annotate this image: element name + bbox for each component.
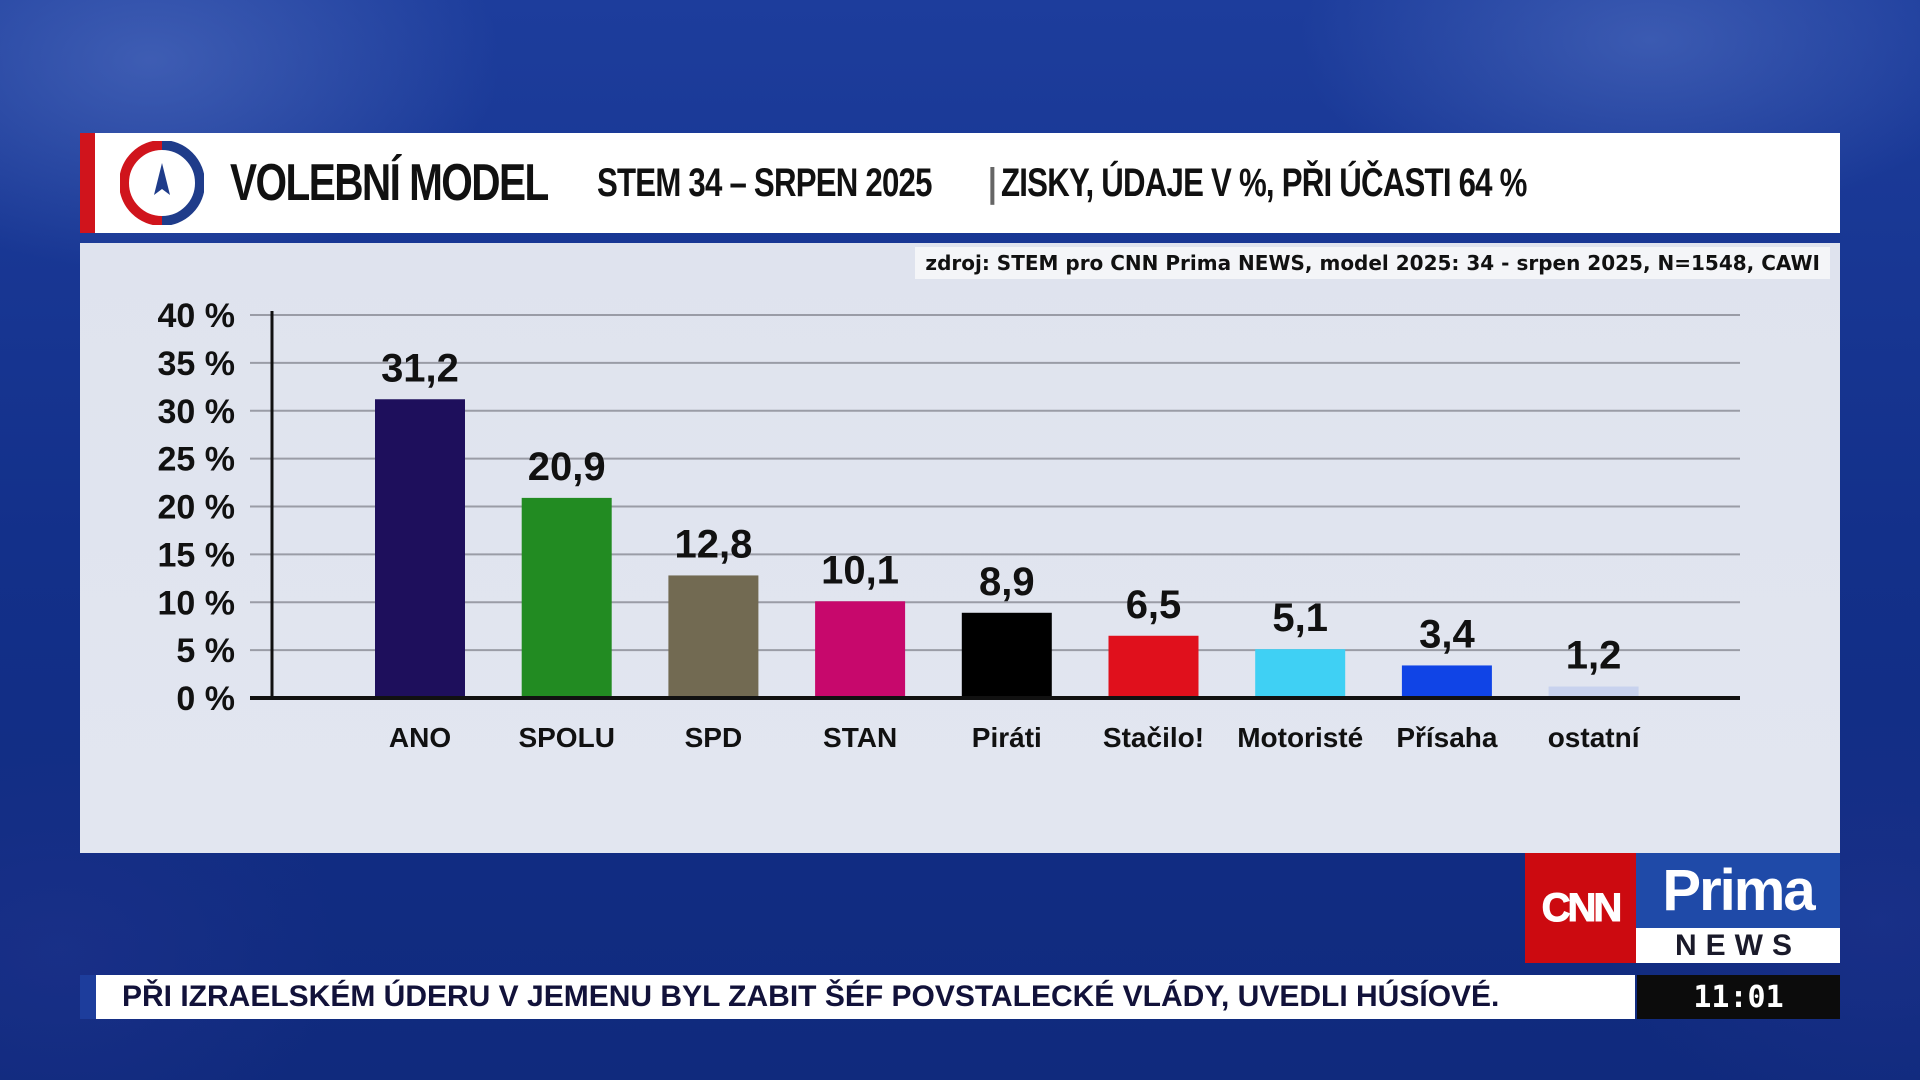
x-tick-label: ostatní (1548, 722, 1641, 753)
source-note: zdroj: STEM pro CNN Prima NEWS, model 20… (915, 247, 1830, 279)
x-tick-label: ANO (389, 722, 451, 753)
title-accent (80, 133, 95, 233)
x-tick-label: SPOLU (518, 722, 614, 753)
data-label: 20,9 (528, 445, 606, 489)
y-tick-label: 40 % (158, 297, 236, 335)
stem-logo-icon (120, 141, 204, 225)
bar-chart: 0 % 5 % 10 % 15 % 20 % 25 % 30 % 35 % 40 % 31,2 AN… (158, 297, 1740, 753)
y-tick-label: 35 % (158, 345, 236, 383)
news-ticker: PŘI IZRAELSKÉM ÚDERU V JEMENU BYL ZABIT … (80, 975, 1635, 1019)
ticker-text: PŘI IZRAELSKÉM ÚDERU V JEMENU BYL ZABIT … (122, 980, 1500, 1013)
bar-přísaha (1401, 665, 1492, 698)
data-label: 8,9 (979, 560, 1035, 604)
title-main: VOLEBNÍ MODEL (230, 154, 549, 212)
bar-motoristé (1255, 649, 1346, 698)
y-tick-label: 25 % (158, 441, 236, 479)
bar-stan (815, 601, 906, 698)
x-tick-label: Motoristé (1237, 722, 1363, 753)
bar-ostatní (1548, 686, 1639, 698)
title-separator: | (988, 160, 997, 205)
x-tick-label: STAN (823, 722, 897, 753)
prima-logo: Prima (1636, 853, 1840, 928)
chart-title: VOLEBNÍ MODEL STEM 34 – SRPEN 2025 | ZIS… (230, 133, 1675, 233)
bar-spolu (521, 497, 612, 698)
data-label: 1,2 (1566, 634, 1622, 678)
title-detail: ZISKY, ÚDAJE V %, PŘI ÚČASTI 64 % (1000, 160, 1527, 205)
ticker-accent (80, 975, 96, 1019)
cnn-logo: CNN (1525, 853, 1636, 963)
data-label: 6,5 (1126, 583, 1182, 627)
chart-panel: zdroj: STEM pro CNN Prima NEWS, model 20… (80, 243, 1840, 853)
data-label: 31,2 (381, 346, 459, 390)
x-tick-label: Piráti (972, 722, 1042, 753)
channel-logo: CNN Prima NEWS (1525, 853, 1840, 963)
bar-ano (375, 399, 465, 698)
bar-piráti (961, 612, 1052, 698)
news-logo: NEWS (1636, 928, 1840, 963)
y-tick-label: 30 % (158, 393, 236, 431)
data-label: 5,1 (1272, 596, 1328, 640)
cnn-logo-text: CNN (1541, 885, 1623, 930)
y-tick-label: 10 % (158, 584, 236, 622)
data-label: 10,1 (821, 548, 899, 592)
y-tick-label: 0 % (176, 680, 235, 718)
y-tick-label: 20 % (158, 489, 236, 527)
data-label: 3,4 (1419, 612, 1475, 656)
bar-stačilo! (1108, 635, 1199, 698)
x-tick-label: Stačilo! (1103, 722, 1204, 753)
title-bar: VOLEBNÍ MODEL STEM 34 – SRPEN 2025 | ZIS… (80, 133, 1840, 233)
title-subtitle: STEM 34 – SRPEN 2025 (597, 160, 933, 205)
bar-spd (668, 575, 759, 698)
y-tick-label: 5 % (176, 632, 235, 670)
x-tick-label: Přísaha (1396, 722, 1498, 753)
x-tick-label: SPD (685, 722, 743, 753)
data-label: 12,8 (674, 522, 752, 566)
clock: 11:01 (1637, 975, 1840, 1019)
y-tick-label: 15 % (158, 536, 236, 574)
